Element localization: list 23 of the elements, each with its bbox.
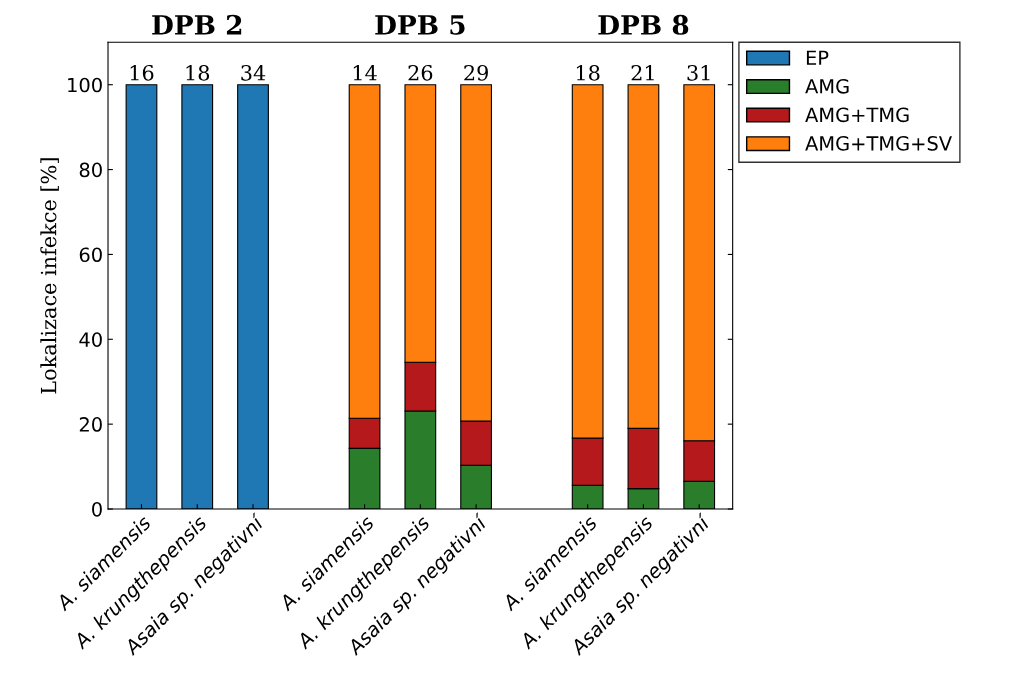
y-tick-label: 20 bbox=[79, 417, 102, 432]
annotation: 26 bbox=[408, 64, 433, 81]
y-tick-label: 80 bbox=[79, 162, 102, 178]
text: DPB 8 bbox=[598, 14, 689, 35]
annotation: 18 bbox=[186, 64, 210, 81]
annotation: 31 bbox=[687, 64, 710, 81]
legend-label: AMG+TMG bbox=[805, 107, 909, 123]
text: DPB 2 bbox=[152, 14, 242, 35]
y-tick-label: 60 bbox=[79, 247, 102, 263]
annotation: 34 bbox=[241, 64, 266, 81]
legend-label: EP bbox=[806, 50, 829, 65]
text: DPB 5 bbox=[375, 15, 465, 35]
y-axis-title: Lokalizace infekce [%] bbox=[40, 158, 59, 394]
y-tick-label: 0 bbox=[92, 501, 102, 517]
annotation: 18 bbox=[576, 64, 600, 81]
annotation: 29 bbox=[464, 64, 488, 81]
legend-label: AMG bbox=[805, 78, 849, 94]
y-tick-label: 40 bbox=[79, 332, 102, 347]
annotation: 16 bbox=[130, 64, 154, 81]
y-tick-label: 100 bbox=[68, 77, 102, 93]
annotation: 21 bbox=[631, 64, 654, 81]
legend-label: AMG+TMG+SV bbox=[805, 136, 952, 151]
annotation: 14 bbox=[353, 64, 377, 81]
